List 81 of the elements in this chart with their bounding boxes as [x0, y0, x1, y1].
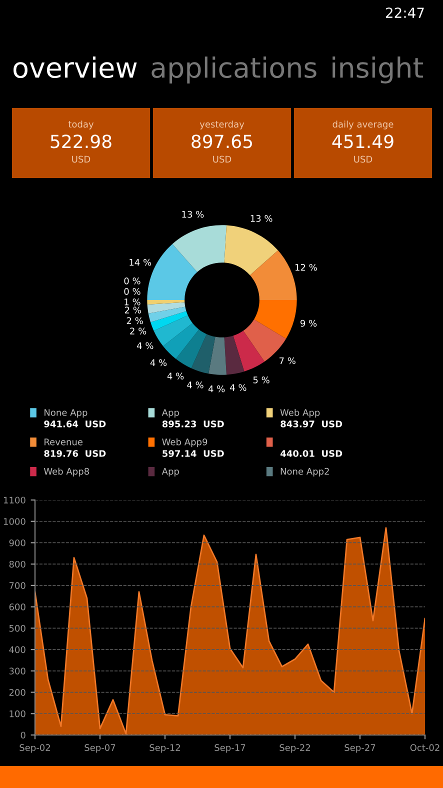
donut-slice — [224, 336, 244, 375]
x-tick-label: Sep-17 — [214, 744, 246, 753]
legend-label: App — [162, 409, 179, 418]
donut-slice — [233, 330, 265, 372]
donut-slice — [147, 302, 186, 314]
data-label: 4 % — [167, 372, 184, 380]
text: daily average — [332, 120, 394, 130]
text: 895.23 USD — [162, 420, 224, 428]
text: 440.01 USD — [280, 450, 342, 457]
text: 597.14 USD — [162, 450, 224, 457]
donut-slice — [154, 315, 193, 346]
legend-label: None App — [44, 409, 88, 418]
text: 0 % — [124, 288, 140, 295]
data-label: 12 % — [295, 264, 317, 271]
text: USD — [72, 156, 90, 163]
text: 0 % — [124, 278, 140, 284]
text: 897.65 — [192, 134, 252, 148]
data-label: 1 % — [124, 298, 140, 306]
data-label: 13 % — [182, 210, 204, 218]
y-tick-label: 300 — [9, 668, 26, 674]
y-tick-label: 100 — [10, 710, 26, 718]
data-label: 4 % — [187, 382, 204, 388]
text: today — [68, 120, 94, 130]
x-tick-label: Oct-02 — [410, 744, 440, 752]
text: 819.76 USD — [44, 450, 106, 457]
y-tick-label: 600 — [9, 604, 26, 610]
data-label: 13 % — [250, 215, 272, 222]
data-label: 9 % — [300, 320, 317, 327]
text: USD — [354, 156, 372, 163]
text: 941.64 USD — [44, 420, 106, 428]
donut-slice — [191, 334, 216, 374]
x-tick-label: Sep-07 — [84, 744, 116, 753]
x-tick-label: Sep-02 — [20, 744, 50, 753]
data-label: 5 % — [253, 376, 270, 384]
y-tick-label: 500 — [9, 624, 26, 632]
donut-slice — [148, 306, 186, 322]
text: overview — [14, 56, 137, 78]
x-tick-label: Sep-12 — [150, 744, 180, 753]
legend-label: Web App — [280, 408, 320, 418]
text: 522.98 — [50, 134, 112, 148]
data-label: 4 % — [208, 385, 225, 392]
legend-label: App — [162, 468, 179, 476]
y-tick-label: 900 — [9, 539, 26, 546]
data-label: 2 % — [124, 306, 141, 314]
data-label: 4 % — [137, 342, 154, 350]
legend-label: Web App8 — [44, 468, 89, 476]
data-label: 2 % — [126, 317, 143, 324]
text: insight — [332, 56, 423, 84]
text: applications — [152, 56, 316, 84]
data-label: 4 % — [150, 359, 167, 366]
text: 22:47 — [386, 8, 424, 18]
y-tick-label: 700 — [9, 582, 26, 590]
donut-slice — [176, 329, 207, 368]
data-label: 4 % — [230, 384, 246, 391]
donut-slice — [250, 250, 297, 300]
donut-slice — [224, 225, 278, 276]
text: 843.97 USD — [280, 420, 342, 428]
y-tick-label: 800 — [9, 560, 26, 568]
donut-slice — [254, 300, 297, 339]
legend-label: Web App9 — [162, 438, 208, 448]
y-tick-label: 1100 — [4, 496, 26, 504]
text: 451.49 — [332, 134, 394, 148]
legend-label: None App2 — [280, 468, 329, 476]
data-label: 7 % — [280, 357, 296, 364]
y-tick-label: 0 — [20, 732, 26, 739]
y-tick-label: 1000 — [4, 518, 26, 525]
donut-slice — [147, 300, 185, 305]
donut-slice — [150, 311, 188, 331]
donut-slice — [208, 336, 227, 375]
y-tick-label: 200 — [9, 689, 26, 696]
donut-slice — [163, 323, 199, 359]
donut-slice — [172, 225, 227, 272]
legend-label: Revenue — [44, 438, 82, 446]
text: USD — [213, 156, 232, 163]
x-tick-label: Sep-27 — [344, 744, 376, 753]
data-label: 14 % — [130, 258, 152, 266]
data-label: 2 % — [130, 328, 146, 334]
donut-slice — [243, 319, 286, 362]
x-tick-label: Sep-22 — [280, 744, 310, 753]
y-tick-label: 400 — [9, 646, 26, 654]
text: yesterday — [200, 120, 244, 130]
